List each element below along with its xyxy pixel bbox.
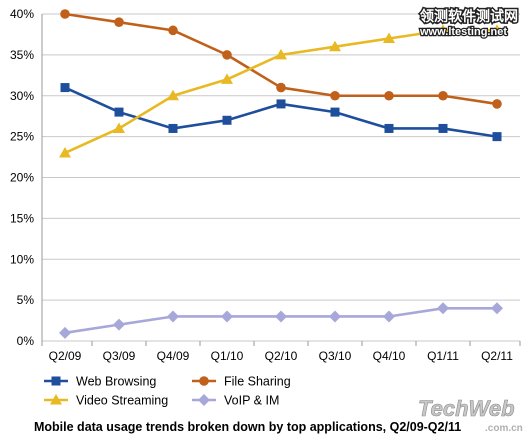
data-point bbox=[222, 115, 232, 125]
data-point bbox=[168, 25, 178, 36]
data-point bbox=[113, 122, 125, 133]
x-tick-label: Q1/11 bbox=[427, 349, 459, 363]
legend-item: Video Streaming bbox=[44, 394, 168, 408]
y-tick-label: 10% bbox=[10, 252, 34, 266]
y-tick-label: 20% bbox=[10, 171, 34, 185]
legend-item: VoIP & IM bbox=[192, 394, 279, 408]
series-voip-im bbox=[59, 302, 503, 339]
data-point bbox=[60, 83, 70, 93]
legend-label: Web Browsing bbox=[76, 375, 156, 389]
data-point bbox=[167, 310, 179, 323]
legend-label: Video Streaming bbox=[76, 394, 168, 408]
data-point bbox=[383, 310, 395, 323]
data-point bbox=[168, 123, 178, 133]
watermark-url: www.ltesting.net bbox=[419, 26, 507, 38]
x-tick-label: Q3/09 bbox=[103, 349, 136, 363]
legend-label: VoIP & IM bbox=[224, 394, 279, 408]
data-point bbox=[491, 302, 503, 315]
data-point bbox=[438, 123, 448, 133]
x-tick-label: Q1/10 bbox=[211, 349, 244, 363]
x-tick-label: Q3/10 bbox=[319, 349, 352, 363]
x-tick-label: Q2/11 bbox=[481, 349, 513, 363]
data-point bbox=[276, 82, 286, 93]
y-tick-label: 5% bbox=[17, 293, 35, 307]
chart-title: Mobile data usage trends broken down by … bbox=[34, 420, 461, 434]
y-tick-label: 40% bbox=[10, 7, 34, 21]
watermark-techweb-suffix: .com.cn bbox=[485, 423, 523, 434]
watermark-brand: 领测软件测试网 bbox=[420, 8, 518, 24]
y-tick-label: 35% bbox=[10, 48, 34, 62]
data-point bbox=[383, 32, 395, 44]
data-point bbox=[438, 90, 448, 101]
x-tick-label: Q4/09 bbox=[157, 349, 190, 363]
gridlines bbox=[42, 13, 520, 342]
axes: 0% 5% 10% 15% 20% 25% 30% 35% 40% Q2/09 Q3/09 Q4/09… bbox=[10, 7, 521, 363]
data-point bbox=[491, 24, 503, 35]
data-point bbox=[492, 99, 502, 109]
watermark-bottom-right: TechWeb .com.cn bbox=[418, 396, 523, 434]
data-point bbox=[492, 132, 502, 142]
data-point bbox=[198, 394, 210, 406]
data-point bbox=[275, 48, 287, 60]
series-file-sharing bbox=[60, 9, 502, 109]
watermark-top-right: 领测软件测试网 www.ltesting.net bbox=[418, 7, 520, 40]
y-tick-label: 15% bbox=[10, 211, 34, 225]
data-point bbox=[437, 24, 449, 35]
data-point bbox=[199, 376, 209, 386]
data-point bbox=[167, 89, 179, 101]
data-point bbox=[113, 318, 125, 331]
watermark-techweb: TechWeb bbox=[418, 396, 515, 421]
data-point bbox=[51, 376, 61, 386]
data-point bbox=[222, 50, 232, 60]
data-point bbox=[60, 9, 70, 19]
data-point bbox=[276, 99, 286, 109]
x-tick-label: Q2/10 bbox=[265, 349, 298, 363]
y-tick-label: 30% bbox=[10, 89, 34, 103]
data-point bbox=[114, 17, 124, 27]
data-point bbox=[384, 123, 394, 133]
legend: Web Browsing File Sharing Video Streaming V… bbox=[44, 375, 291, 408]
data-point bbox=[50, 394, 62, 405]
series-video-streaming bbox=[59, 24, 503, 158]
y-tick-label: 25% bbox=[10, 130, 34, 144]
legend-item: File Sharing bbox=[192, 375, 291, 389]
data-point bbox=[384, 90, 394, 101]
data-point bbox=[59, 326, 71, 339]
data-point bbox=[329, 40, 341, 52]
data-point bbox=[330, 90, 340, 101]
y-tick-label: 0% bbox=[17, 334, 35, 348]
legend-item: Web Browsing bbox=[44, 375, 156, 389]
data-point bbox=[114, 107, 124, 117]
data-point bbox=[59, 146, 71, 158]
series-lines bbox=[59, 9, 503, 339]
data-point bbox=[221, 73, 233, 84]
data-point bbox=[330, 107, 340, 117]
data-point bbox=[437, 302, 449, 315]
data-point bbox=[221, 310, 233, 323]
x-tick-label: Q4/10 bbox=[373, 349, 406, 363]
data-point bbox=[329, 310, 341, 323]
x-tick-label: Q2/09 bbox=[49, 349, 82, 363]
data-point bbox=[275, 310, 287, 323]
legend-label: File Sharing bbox=[224, 375, 291, 389]
